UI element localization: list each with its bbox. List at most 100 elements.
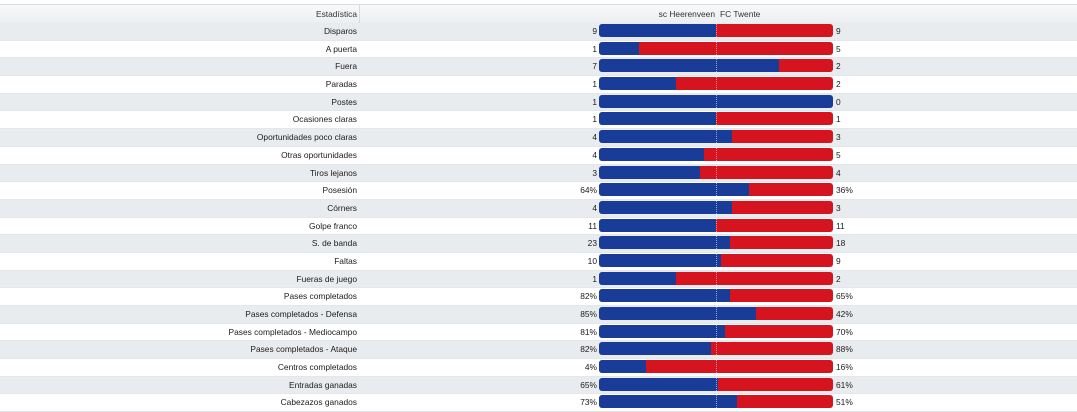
away-bar-segment	[716, 218, 833, 232]
center-divider	[716, 236, 717, 250]
home-bar-segment	[599, 342, 712, 356]
center-divider	[716, 59, 717, 73]
stat-row: Pases completados 82% 65%	[0, 288, 1077, 306]
comparison-bar	[599, 94, 833, 108]
home-bar-segment	[599, 271, 677, 285]
away-value: 3	[836, 202, 841, 213]
header-divider	[359, 5, 360, 23]
center-divider	[716, 147, 717, 161]
comparison-bar	[599, 41, 833, 55]
stat-row: Otras oportunidades 4 5	[0, 146, 1077, 165]
home-value: 1	[592, 43, 597, 54]
home-bar-segment	[599, 77, 677, 91]
stat-label: Postes	[331, 96, 357, 107]
center-divider	[716, 130, 717, 144]
away-value: 0	[836, 96, 841, 107]
center-divider	[716, 342, 717, 356]
away-value: 5	[836, 149, 841, 160]
center-divider	[716, 200, 717, 214]
away-bar-segment	[716, 112, 833, 126]
comparison-bar	[599, 342, 833, 356]
stat-row: Fuera 7 2	[0, 58, 1077, 77]
center-divider	[716, 165, 717, 179]
center-divider	[716, 395, 717, 409]
stat-row: Cabezazos ganados 73% 51%	[0, 394, 1077, 412]
center-divider	[716, 307, 717, 320]
home-value: 3	[592, 167, 597, 178]
home-value: 7	[592, 61, 597, 72]
stat-label: Otras oportunidades	[281, 149, 357, 160]
stat-label: Pases completados - Ataque	[250, 344, 357, 355]
home-bar-segment	[599, 307, 756, 320]
home-bar-segment	[599, 183, 749, 197]
home-bar-segment	[599, 130, 733, 144]
home-value: 82%	[580, 344, 597, 355]
away-bar-segment	[711, 342, 833, 356]
stat-row: Centros completados 4% 16%	[0, 359, 1077, 377]
away-bar-segment	[676, 77, 833, 91]
top-strip	[0, 0, 1077, 5]
away-team-name: FC Twente	[720, 9, 761, 19]
home-value: 4	[592, 202, 597, 213]
stat-label: Fuera	[335, 61, 357, 72]
away-bar-segment	[730, 289, 833, 303]
stat-row: S. de banda 23 18	[0, 235, 1077, 253]
home-bar-segment	[599, 289, 731, 303]
stat-label: Disparos	[323, 26, 357, 36]
home-value: 65%	[580, 379, 597, 390]
away-bar-segment	[645, 360, 833, 374]
home-value: 64%	[580, 185, 597, 196]
home-bar-segment	[599, 41, 639, 55]
home-team-name: sc Heerenveen	[658, 9, 715, 19]
stat-column-header: Estadística	[316, 9, 357, 19]
stat-label: Tiros lejanos	[309, 167, 357, 178]
away-value: 3	[836, 132, 841, 143]
stat-row: Golpe franco 11 11	[0, 217, 1077, 236]
center-divider	[716, 77, 717, 91]
comparison-bar	[599, 24, 833, 37]
comparison-bar	[599, 377, 833, 391]
home-bar-segment	[599, 253, 721, 267]
home-bar-segment	[599, 360, 646, 374]
away-bar-segment	[732, 130, 833, 144]
stat-label: Paradas	[325, 79, 357, 90]
home-bar-segment	[599, 200, 733, 214]
away-bar-segment	[755, 307, 833, 320]
home-value: 1	[592, 114, 597, 125]
away-bar-segment	[748, 183, 833, 197]
home-value: 1	[592, 96, 597, 107]
comparison-bar	[599, 130, 833, 144]
comparison-bar	[599, 360, 833, 374]
away-value: 88%	[836, 344, 853, 355]
home-value: 10	[587, 255, 597, 266]
comparison-bar	[599, 165, 833, 179]
center-divider	[716, 324, 717, 338]
away-bar-segment	[676, 271, 833, 285]
away-value: 11	[836, 220, 845, 231]
stat-row: Tiros lejanos 3 4	[0, 164, 1077, 183]
stat-row: Postes 1 0	[0, 93, 1077, 112]
away-value: 61%	[836, 379, 853, 390]
stat-row: Oportunidades poco claras 4 3	[0, 129, 1077, 147]
stat-label: Pases completados	[283, 291, 357, 302]
comparison-bar	[599, 253, 833, 267]
stat-label: Golpe franco	[309, 220, 357, 231]
away-value: 51%	[836, 397, 853, 408]
home-value: 81%	[580, 326, 597, 337]
away-bar-segment	[720, 253, 833, 267]
center-divider	[716, 94, 717, 108]
comparison-bar	[599, 112, 833, 126]
away-bar-segment	[716, 24, 833, 37]
center-divider	[716, 24, 717, 37]
home-bar-segment	[599, 395, 738, 409]
home-bar-segment	[599, 165, 700, 179]
stat-label: Oportunidades poco claras	[256, 132, 357, 143]
stats-table: Disparos 9 9 A puerta 1 5 Fuera 7 2 Paradas 1 2 Post…	[0, 23, 1077, 412]
stat-row: Fueras de juego 1 2	[0, 270, 1077, 289]
comparison-bar	[599, 200, 833, 214]
stat-label: Fueras de juego	[296, 273, 357, 284]
away-value: 16%	[836, 362, 853, 373]
stat-label: Centros completados	[277, 362, 357, 373]
center-divider	[716, 41, 717, 55]
